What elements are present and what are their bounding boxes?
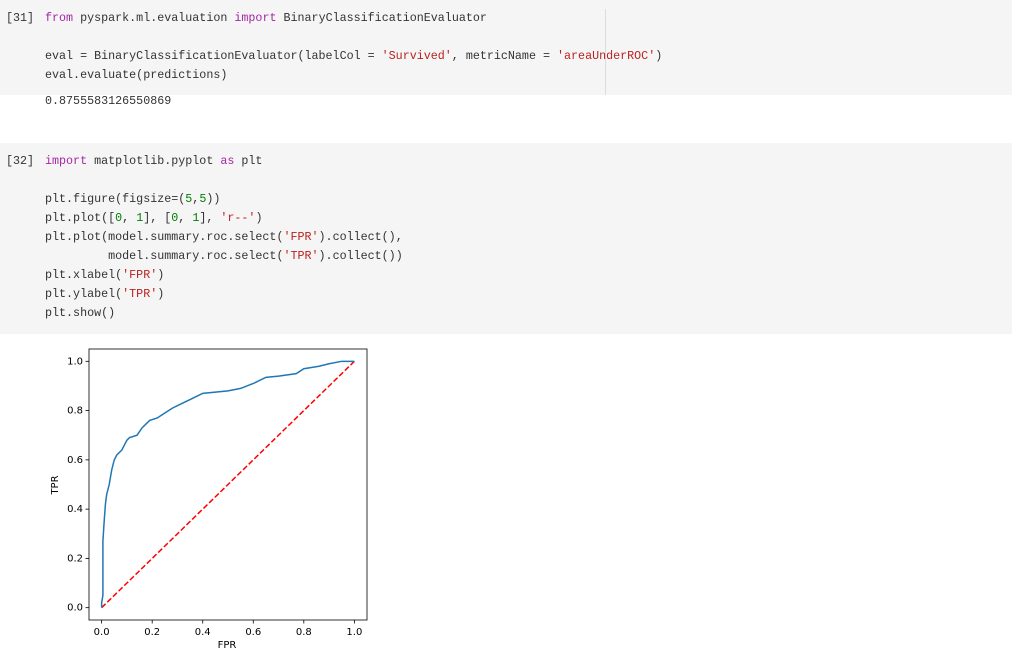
code-token: ) — [157, 287, 165, 301]
series-line — [101, 360, 355, 609]
code-token: 'Survived' — [381, 49, 452, 63]
code-token: 'FPR' — [283, 230, 319, 244]
code-line: eval.evaluate(predictions) — [45, 66, 227, 85]
x-tick-label: 0.4 — [195, 627, 211, 638]
code-token: 0 — [171, 211, 179, 225]
code-token: 'r--' — [220, 211, 256, 225]
chart: FPR TPR 0.0 0.2 0.4 0.6 0.8 1.0 0.0 0.2 0.4 0.6 0.… — [50, 348, 368, 651]
code-token: from — [45, 11, 74, 25]
x-tick-label: 0.6 — [245, 627, 261, 638]
code-token: plt — [234, 154, 263, 168]
x-tick-label: 0.2 — [144, 627, 160, 638]
cell-prompt: [32] — [6, 154, 35, 168]
code-token: model.summary.roc.select( — [45, 249, 284, 263]
code-line: plt.show() — [45, 304, 115, 323]
code-line: plt.plot([0, 1], [0, 1], 'r--') — [45, 209, 262, 228]
code-token: plt.plot([ — [45, 211, 116, 225]
code-line: model.summary.roc.select('TPR').collect(… — [45, 247, 403, 266]
code-token: as — [220, 154, 235, 168]
series-line — [100, 360, 355, 608]
code-token: 'TPR' — [283, 249, 319, 263]
code-token: 'TPR' — [122, 287, 158, 301]
code-token: pyspark.ml.evaluation — [73, 11, 235, 25]
code-line: plt.ylabel('TPR') — [45, 285, 164, 304]
code-token: 'FPR' — [122, 268, 158, 282]
code-line: plt.figure(figsize=(5,5)) — [45, 190, 220, 209]
code-token: plt.xlabel( — [45, 268, 123, 282]
code-line: eval = BinaryClassificationEvaluator(lab… — [45, 47, 662, 66]
code-token: 5 — [185, 192, 193, 206]
code-token: 1 — [192, 211, 200, 225]
code-cell — [0, 143, 1012, 334]
code-token: ) — [255, 211, 263, 225]
code-token: plt.plot(model.summary.roc.select( — [45, 230, 284, 244]
code-token: , metricName = — [451, 49, 558, 63]
code-token: , — [192, 192, 200, 206]
code-token: 1 — [136, 211, 144, 225]
ruler — [605, 9, 606, 95]
cell-output: 0.8755583126550869 — [45, 94, 172, 108]
code-token: BinaryClassificationEvaluator — [276, 11, 487, 25]
code-line: from pyspark.ml.evaluation import Binary… — [45, 9, 487, 28]
code-token: ) — [157, 268, 165, 282]
code-token: plt.figure(figsize=( — [45, 192, 186, 206]
x-axis-label: FPR — [218, 640, 237, 651]
code-token: , — [178, 211, 193, 225]
code-token: 0 — [115, 211, 123, 225]
y-tick-label: 1.0 — [67, 356, 83, 367]
code-line: import matplotlib.pyplot as plt — [45, 152, 262, 171]
y-tick-label: 0.2 — [67, 553, 83, 564]
y-tick-label: 0.6 — [67, 455, 83, 466]
code-token: ).collect()) — [318, 249, 403, 263]
code-line: plt.xlabel('FPR') — [45, 266, 164, 285]
code-token: ], [ — [143, 211, 172, 225]
code-token: , — [122, 211, 137, 225]
code-token: ], — [199, 211, 221, 225]
y-axis-label: TPR — [50, 475, 61, 495]
x-tick-label: 0.8 — [296, 627, 312, 638]
x-tick-label: 0.0 — [94, 627, 110, 638]
x-tick-label: 1.0 — [346, 627, 362, 638]
code-token: 'areaUnderROC' — [557, 49, 656, 63]
code-token: import — [45, 154, 88, 168]
code-token: plt.show() — [45, 306, 116, 320]
cell-prompt: [31] — [6, 11, 35, 25]
code-cell — [0, 0, 1012, 95]
code-line: plt.plot(model.summary.roc.select('FPR')… — [45, 228, 403, 247]
y-tick-label: 0.0 — [67, 603, 83, 614]
code-token: ).collect(), — [318, 230, 403, 244]
code-token: eval = BinaryClassificationEvaluator(lab… — [45, 49, 382, 63]
code-token: 5 — [199, 192, 207, 206]
code-token: import — [234, 11, 277, 25]
code-token: plt.ylabel( — [45, 287, 123, 301]
code-token: matplotlib.pyplot — [87, 154, 221, 168]
code-token: ) — [655, 49, 663, 63]
y-tick-label: 0.4 — [67, 504, 83, 515]
y-tick-label: 0.8 — [67, 406, 83, 417]
code-token: )) — [206, 192, 221, 206]
code-token: eval.evaluate(predictions) — [45, 68, 228, 82]
axes-frame — [88, 348, 368, 621]
